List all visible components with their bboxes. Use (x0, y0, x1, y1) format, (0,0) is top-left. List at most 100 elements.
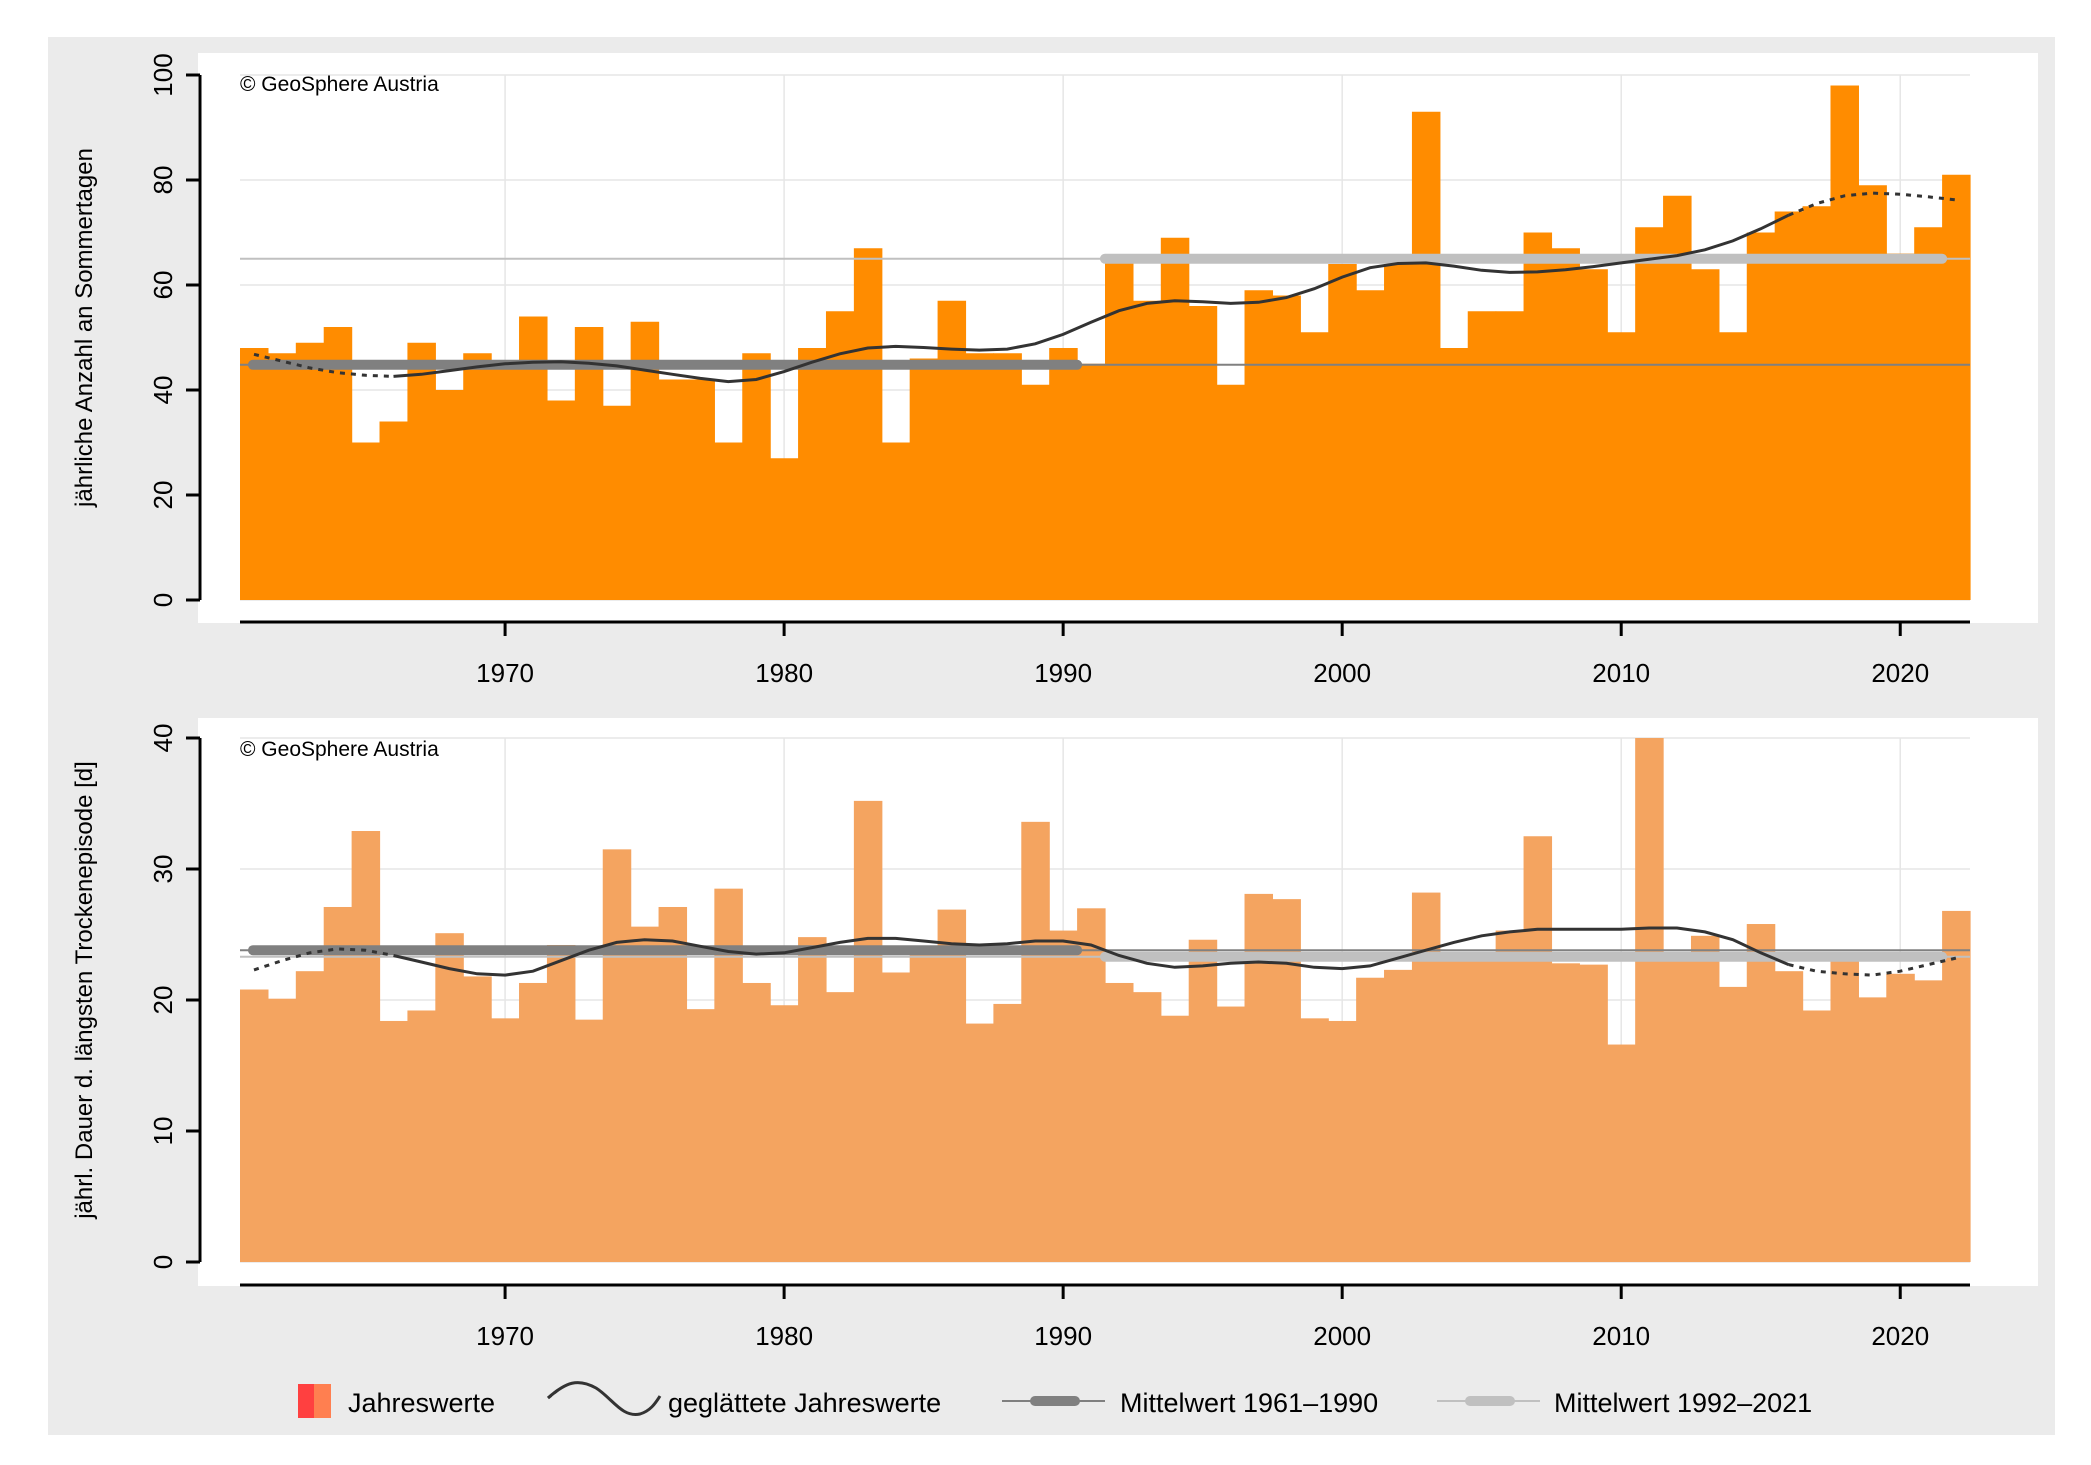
legend-label: Mittelwert 1992–2021 (1554, 1388, 1812, 1418)
bar (1746, 924, 1776, 1262)
y-axis-label: jährl. Dauer d. längsten Trockenepisode … (71, 761, 98, 1220)
bar (1607, 1044, 1636, 1262)
y-tick-label: 10 (148, 1117, 178, 1146)
bar (1439, 348, 1469, 600)
bar (435, 933, 464, 1262)
bar (1300, 1018, 1329, 1262)
bar (602, 849, 632, 1262)
y-axis-label: jährliche Anzahl an Sommertagen (71, 148, 98, 508)
y-tick-label: 60 (148, 271, 178, 300)
bar (770, 458, 799, 600)
bar (267, 998, 297, 1262)
mean-lines (240, 945, 1970, 962)
bar (407, 1010, 436, 1262)
bar (1077, 363, 1106, 600)
bar (1132, 300, 1162, 600)
legend-label: geglättete Jahreswerte (668, 1388, 941, 1418)
smoothed-line-start-dotted (253, 352, 394, 378)
bar-swatch-icon (298, 1384, 314, 1418)
x-tick-label: 2020 (1871, 658, 1929, 688)
bar (351, 831, 381, 1262)
bar (1523, 232, 1553, 600)
bar (435, 390, 464, 600)
bar (1495, 930, 1525, 1262)
bar (1439, 959, 1469, 1262)
bar (240, 989, 269, 1262)
legend: Jahreswerte geglättete Jahreswerte Mitte… (298, 1381, 1812, 1418)
bar (1132, 992, 1162, 1262)
bar (1411, 111, 1441, 600)
bar (1049, 930, 1078, 1262)
bar (379, 421, 409, 600)
bar (463, 976, 492, 1262)
smoothed-line (253, 926, 1957, 977)
bar (798, 937, 827, 1262)
bar (1886, 973, 1915, 1262)
bar (1216, 384, 1246, 600)
bar (1328, 1020, 1357, 1262)
bar (1160, 1015, 1190, 1262)
x-tick-label: 2000 (1313, 658, 1371, 688)
bar (686, 379, 715, 600)
bar (463, 353, 492, 600)
bar-swatch-icon-right (314, 1384, 331, 1418)
bar (407, 342, 436, 600)
bar (1886, 253, 1915, 600)
bar (1942, 910, 1971, 1262)
y-tick-label: 0 (148, 593, 178, 607)
bar (1049, 348, 1078, 600)
bar (574, 1019, 604, 1262)
bar (1579, 964, 1608, 1262)
bar (658, 906, 688, 1262)
smoothed-line-start-dotted (253, 947, 394, 972)
y-tick-label: 100 (148, 53, 178, 96)
bar (1356, 977, 1385, 1262)
bar (1663, 955, 1692, 1262)
bar (630, 926, 660, 1262)
x-tick-label: 1990 (1034, 658, 1092, 688)
bar (1914, 980, 1943, 1262)
bar (825, 311, 855, 600)
bar (1272, 295, 1301, 600)
legend-item-smoothed: geglättete Jahreswerte (547, 1381, 941, 1418)
bar (714, 888, 743, 1262)
bar (825, 992, 855, 1262)
x-tick-label: 2000 (1313, 1321, 1371, 1351)
x-tick-label: 1970 (476, 658, 534, 688)
bar (1690, 935, 1720, 1262)
bar (798, 348, 827, 600)
smoothed-line-solid (393, 926, 1790, 977)
bar (1105, 982, 1134, 1262)
bar (1356, 290, 1385, 600)
bar (1384, 969, 1413, 1262)
bar (658, 379, 688, 600)
bar (323, 906, 353, 1262)
bar (574, 327, 604, 600)
x-tick-label: 1980 (755, 658, 813, 688)
bar (1718, 986, 1748, 1262)
bar (1802, 206, 1832, 600)
mean-lines (240, 253, 1970, 370)
bar (240, 348, 269, 600)
bar (1690, 269, 1720, 600)
y-tick-label: 20 (148, 481, 178, 510)
x-tick-label: 1990 (1034, 1321, 1092, 1351)
bar (1718, 332, 1748, 600)
bar (1914, 227, 1943, 600)
bar (1802, 1010, 1832, 1262)
bar (1858, 185, 1887, 600)
legend-item-mean-1992-2021: Mittelwert 1992–2021 (1437, 1388, 1812, 1418)
y-tick-label: 20 (148, 986, 178, 1015)
bar (1216, 1006, 1246, 1262)
bar (1830, 85, 1859, 600)
bar (1467, 311, 1497, 600)
bar (993, 353, 1022, 600)
bar (1188, 939, 1218, 1262)
x-tick-label: 1980 (755, 1321, 813, 1351)
bar (1384, 264, 1413, 600)
bar (965, 353, 994, 600)
bar (993, 1003, 1022, 1262)
bar (1021, 821, 1050, 1262)
bar (1746, 232, 1776, 600)
bar (1579, 269, 1608, 600)
